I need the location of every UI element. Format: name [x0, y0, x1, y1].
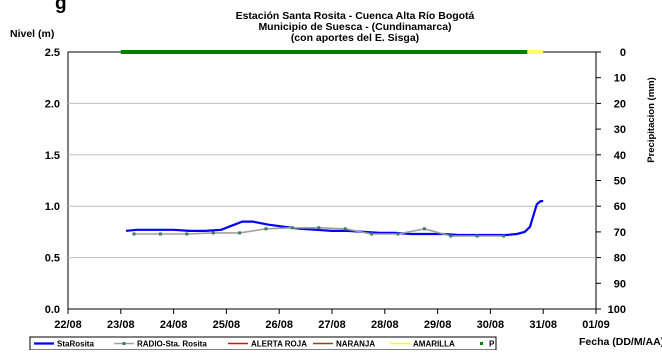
y2-tick-label: 10	[614, 73, 626, 85]
y-tick-label: 1.5	[45, 150, 60, 162]
header-fragment: g	[55, 0, 67, 14]
y-axis-label: Nivel (m)	[10, 28, 54, 40]
legend-item: RADIO-Sta. Rosita	[114, 340, 207, 349]
legend-label: P	[489, 340, 495, 349]
y-tick-label: 2.5	[45, 47, 60, 59]
x-tick-label: 25/08	[213, 319, 241, 331]
chart-title-line-3: (con aportes del E. Sisga)	[291, 32, 419, 44]
chart-title-line-2: Municipio de Suesca - (Cundinamarca)	[258, 21, 451, 33]
x-tick-label: 29/08	[424, 319, 452, 331]
x-tick-label: 28/08	[371, 319, 399, 331]
series-radio-point	[132, 232, 136, 236]
x-tick-label: 30/08	[477, 319, 505, 331]
x-tick-label: 22/08	[54, 319, 82, 331]
series-radio-point	[264, 227, 268, 231]
x-tick-label: 31/08	[529, 319, 557, 331]
series-layer	[120, 50, 544, 238]
y2-tick-label: 60	[614, 201, 626, 213]
legend-label: StaRosita	[57, 340, 94, 349]
y2-tick-label: 40	[614, 150, 626, 162]
legend-item: P	[480, 340, 495, 349]
legend-item: NARANJA	[313, 340, 375, 349]
legend-label: ALERTA ROJA	[251, 340, 307, 349]
series-radio-point	[449, 234, 453, 238]
series-radio-point	[158, 232, 162, 236]
chart-title-line-1: Estación Santa Rosita - Cuenca Alta Río …	[236, 10, 475, 22]
series-radio-point	[317, 226, 321, 230]
legend-swatch	[480, 342, 483, 345]
series-radio-point	[185, 232, 189, 236]
y2-axis-label: Precipitacion (mm)	[646, 77, 657, 163]
x-tick-label: 01/09	[582, 319, 610, 331]
x-tick-label: 27/08	[318, 319, 346, 331]
y2-tick-label: 50	[614, 176, 626, 188]
y-tick-label: 0.5	[45, 253, 60, 265]
legend-marker	[122, 342, 126, 345]
x-tick-label: 26/08	[265, 319, 293, 331]
series-radio-point	[396, 232, 400, 236]
y2-tick-label: 70	[614, 227, 626, 239]
series-radio-point	[502, 234, 506, 238]
y-tick-label: 0.0	[45, 304, 60, 316]
series-radio-point	[343, 227, 347, 231]
y2-tick-label: 0	[620, 47, 626, 59]
x-tick-label: 23/08	[107, 319, 135, 331]
series-radio-point	[211, 231, 215, 235]
x-axis-label: Fecha (DD/M/AA)	[579, 336, 662, 348]
series-radio-point	[422, 227, 426, 231]
x-tick-label: 24/08	[160, 319, 188, 331]
y2-tick-label: 30	[614, 124, 626, 136]
y2-tick-label: 20	[614, 98, 626, 110]
series-radio-point	[475, 234, 479, 238]
legend-item: StaRosita	[34, 340, 94, 349]
legend-item: AMARILLA	[390, 340, 455, 349]
grid-lines	[68, 102, 596, 259]
plot-area	[67, 51, 597, 310]
axis-ticks: 0.0 0.5 1.0 1.5 2.0 2.5 0 10 20 30 40 50 60 70 80 90 100…	[45, 47, 626, 331]
series-radio-point	[238, 231, 242, 235]
y2-tick-label: 100	[608, 304, 626, 316]
legend-label: RADIO-Sta. Rosita	[137, 340, 207, 349]
y-tick-label: 1.0	[45, 201, 60, 213]
legend-item: ALERTA ROJA	[228, 340, 307, 349]
y-tick-label: 2.0	[45, 98, 60, 110]
legend-label: NARANJA	[336, 340, 375, 349]
y2-tick-label: 90	[614, 278, 626, 290]
series-radio-point	[370, 232, 374, 236]
series-radio-point	[290, 226, 294, 230]
legend: StaRosita RADIO-Sta. Rosita ALERTA ROJA NAR…	[34, 340, 495, 349]
y2-tick-label: 80	[614, 253, 626, 265]
legend-label: AMARILLA	[413, 340, 455, 349]
